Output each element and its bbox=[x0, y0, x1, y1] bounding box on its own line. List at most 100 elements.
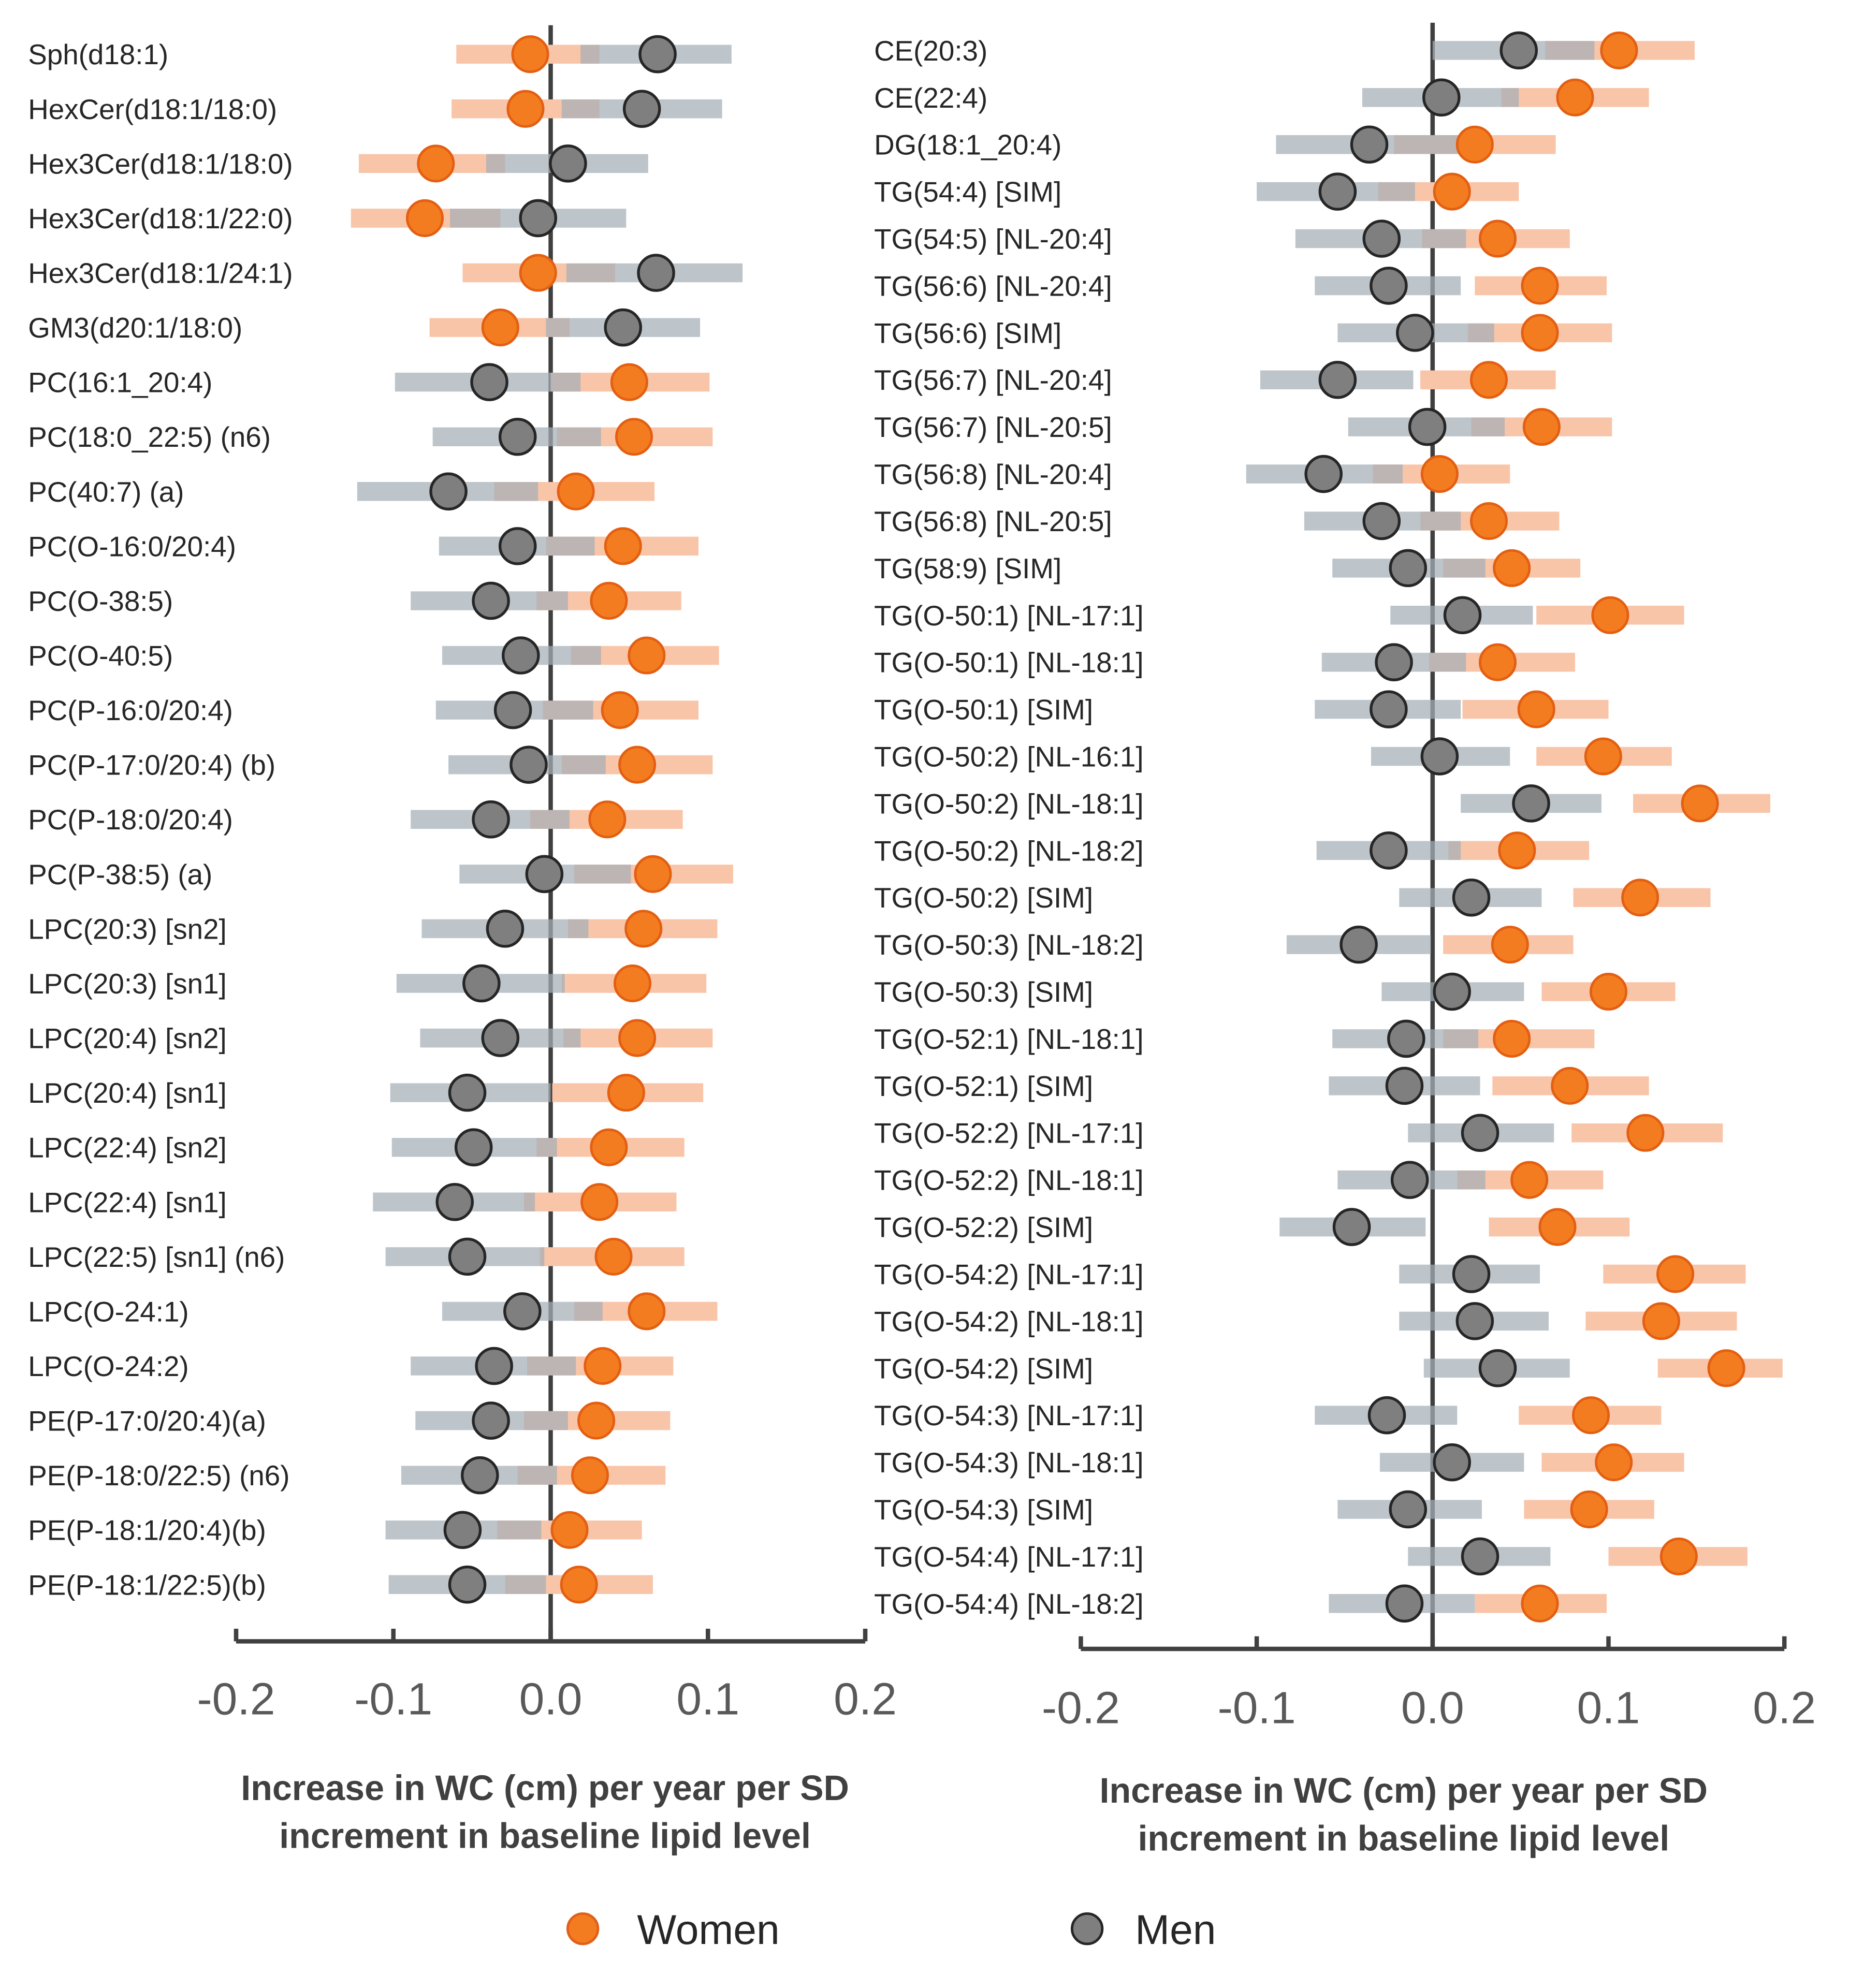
x-axis-title-line2: increment in baseline lipid level bbox=[1138, 1819, 1669, 1859]
row-label: PE(P-18:1/22:5)(b) bbox=[28, 1569, 266, 1601]
data-row: TG(O-54:3) [NL-17:1] bbox=[874, 1396, 1662, 1435]
row-label: TG(O-54:3) [SIM] bbox=[874, 1494, 1093, 1526]
row-label: TG(O-54:2) [NL-17:1] bbox=[874, 1258, 1143, 1290]
data-row: TG(O-54:3) [SIM] bbox=[874, 1490, 1654, 1529]
row-label: TG(56:6) [SIM] bbox=[874, 317, 1061, 349]
men-point bbox=[448, 1073, 487, 1112]
women-point bbox=[624, 910, 663, 948]
row-label: TG(O-54:3) [NL-17:1] bbox=[874, 1399, 1143, 1431]
row-label: TG(O-50:1) [NL-17:1] bbox=[874, 600, 1143, 632]
legend-women-marker bbox=[566, 1912, 600, 1946]
row-label: CE(22:4) bbox=[874, 82, 987, 114]
women-point bbox=[590, 581, 628, 620]
women-point bbox=[1589, 973, 1628, 1011]
women-point bbox=[628, 636, 666, 675]
data-row: TG(O-50:3) [SIM] bbox=[874, 972, 1676, 1011]
data-row: PC(O-38:5) bbox=[28, 581, 681, 620]
men-point bbox=[1340, 925, 1378, 964]
women-point bbox=[588, 800, 627, 839]
men-point bbox=[1389, 1490, 1428, 1529]
men-point bbox=[1396, 314, 1434, 352]
women-point bbox=[580, 1183, 619, 1221]
women-point bbox=[1570, 1490, 1608, 1529]
women-point bbox=[618, 1019, 657, 1057]
women-point bbox=[1478, 220, 1517, 258]
data-row: GM3(d20:1/18:0) bbox=[28, 308, 701, 347]
women-point bbox=[417, 144, 455, 183]
men-point bbox=[1499, 31, 1538, 70]
row-label: PC(O-16:0/20:4) bbox=[28, 530, 236, 562]
row-label: GM3(d20:1/18:0) bbox=[28, 312, 242, 344]
row-label: TG(56:7) [NL-20:4] bbox=[874, 364, 1112, 396]
data-row: TG(58:9) [SIM] bbox=[874, 549, 1581, 588]
men-point bbox=[472, 1401, 510, 1440]
row-label: TG(O-50:1) [NL-18:1] bbox=[874, 647, 1143, 679]
row-label: PC(18:0_22:5) (n6) bbox=[28, 421, 271, 453]
men-point bbox=[481, 1019, 520, 1057]
x-tick-label: 0.1 bbox=[676, 1674, 739, 1724]
men-point bbox=[1455, 1302, 1494, 1340]
men-point bbox=[519, 199, 557, 238]
data-row: LPC(O-24:2) bbox=[28, 1347, 674, 1385]
data-row: TG(O-50:2) [NL-16:1] bbox=[874, 737, 1672, 776]
men-point bbox=[622, 90, 661, 128]
women-point bbox=[1522, 408, 1561, 446]
women-point bbox=[577, 1401, 616, 1440]
data-row: PE(P-18:1/20:4)(b) bbox=[28, 1511, 642, 1549]
legend-men-marker bbox=[1070, 1912, 1104, 1946]
data-row: TG(O-54:3) [NL-18:1] bbox=[874, 1443, 1684, 1482]
men-point bbox=[1385, 1066, 1424, 1105]
men-point bbox=[443, 1511, 482, 1549]
data-row: TG(54:4) [SIM] bbox=[874, 172, 1519, 211]
women-point bbox=[481, 309, 519, 347]
women-point bbox=[607, 1074, 645, 1112]
men-point bbox=[1420, 737, 1459, 776]
women-point bbox=[1556, 78, 1594, 116]
men-point bbox=[1408, 407, 1447, 446]
men-point bbox=[493, 691, 532, 729]
data-row: TG(56:7) [NL-20:4] bbox=[874, 360, 1556, 399]
men-point bbox=[448, 1566, 487, 1604]
data-row: PE(P-18:1/22:5)(b) bbox=[28, 1566, 653, 1604]
women-point bbox=[1521, 1584, 1559, 1622]
men-point bbox=[454, 1128, 493, 1166]
men-point bbox=[1461, 1114, 1499, 1152]
women-point bbox=[615, 418, 653, 456]
row-label: TG(O-50:3) [NL-18:2] bbox=[874, 929, 1143, 961]
men-point bbox=[1318, 360, 1357, 399]
row-label: DG(18:1_20:4) bbox=[874, 129, 1061, 161]
row-label: TG(O-54:3) [NL-18:1] bbox=[874, 1446, 1143, 1479]
men-point bbox=[1385, 1584, 1424, 1623]
data-row: TG(54:5) [NL-20:4] bbox=[874, 220, 1570, 258]
men-point bbox=[1389, 549, 1428, 588]
data-row: TG(O-50:2) [NL-18:2] bbox=[874, 831, 1590, 870]
men-point bbox=[1387, 1019, 1425, 1058]
data-row: TG(56:8) [NL-20:4] bbox=[874, 455, 1510, 493]
women-point bbox=[1469, 502, 1508, 540]
data-row: LPC(20:4) [sn2] bbox=[28, 1019, 713, 1057]
women-point bbox=[1469, 361, 1508, 399]
data-row: LPC(20:4) [sn1] bbox=[28, 1073, 704, 1112]
row-label: Hex3Cer(d18:1/22:0) bbox=[28, 202, 293, 235]
men-point bbox=[448, 1237, 487, 1276]
women-point bbox=[1478, 643, 1517, 681]
men-point bbox=[1304, 455, 1343, 493]
men-point bbox=[509, 746, 548, 784]
row-label: LPC(22:4) [sn1] bbox=[28, 1186, 227, 1218]
row-label: PC(O-38:5) bbox=[28, 585, 173, 617]
x-tick-label: 0.2 bbox=[834, 1674, 897, 1724]
row-label: PC(40:7) (a) bbox=[28, 476, 184, 508]
x-axis-title-line1: Increase in WC (cm) per year per SD bbox=[241, 1768, 849, 1808]
women-point bbox=[610, 363, 648, 401]
women-point bbox=[1707, 1349, 1745, 1387]
data-row: TG(O-52:2) [NL-18:1] bbox=[874, 1161, 1604, 1199]
data-row: PC(O-16:0/20:4) bbox=[28, 527, 699, 565]
men-point bbox=[1433, 1443, 1471, 1482]
women-point bbox=[1521, 314, 1559, 352]
men-point bbox=[1452, 878, 1491, 917]
men-point bbox=[1478, 1349, 1517, 1387]
men-point bbox=[502, 636, 540, 675]
data-row: TG(O-50:1) [SIM] bbox=[874, 690, 1609, 728]
women-point bbox=[613, 964, 652, 1003]
